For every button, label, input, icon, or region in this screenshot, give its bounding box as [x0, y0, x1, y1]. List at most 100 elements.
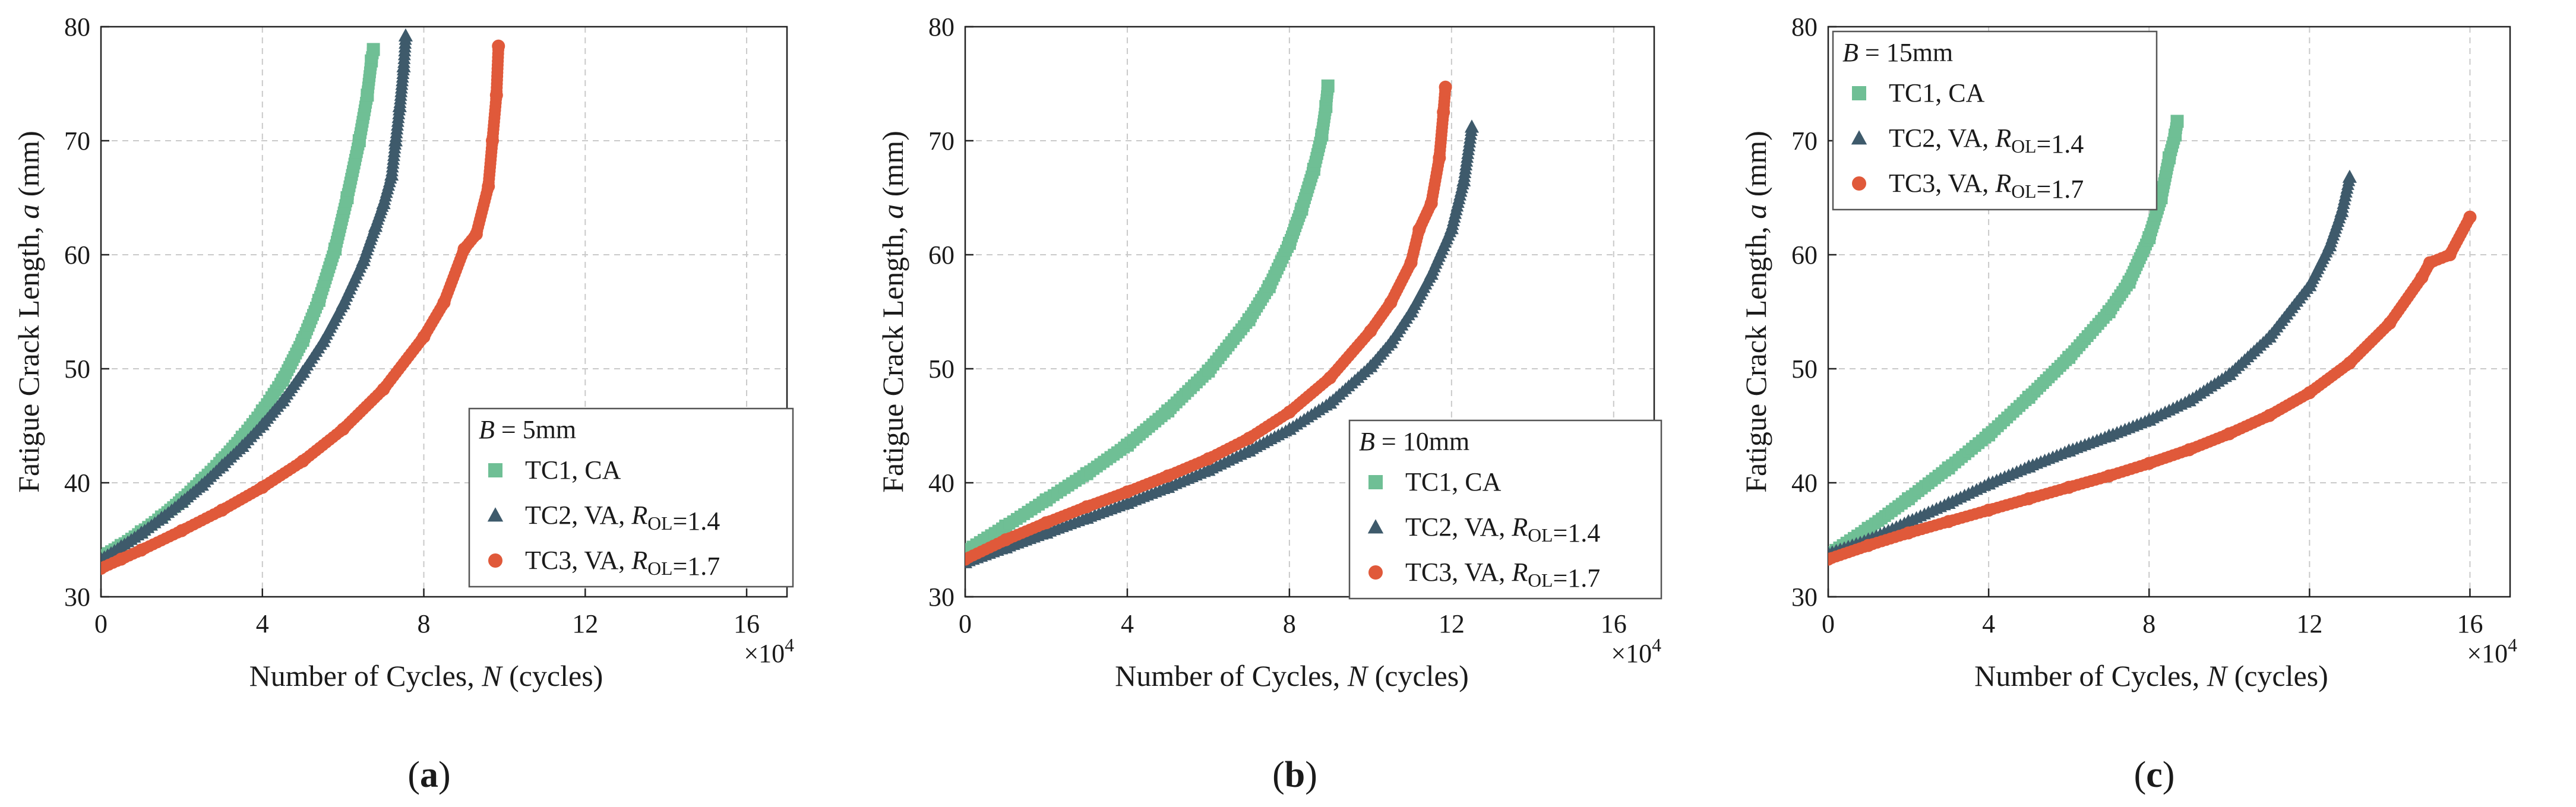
panel-label: (c) [2134, 755, 2175, 795]
x-tick-label: 16 [2457, 609, 2483, 638]
y-tick-label: 80 [64, 12, 90, 42]
series-1 [965, 79, 1335, 558]
legend-marker-2 [487, 507, 504, 522]
y-tick-label: 70 [928, 126, 954, 156]
legend-marker-2 [1367, 519, 1384, 534]
data-point-fill [1322, 80, 1334, 92]
y-tick-label: 40 [928, 469, 954, 498]
data-point-fill [1465, 120, 1478, 132]
x-tick-label: 8 [2142, 609, 2155, 638]
y-tick-label: 70 [1791, 126, 1818, 156]
data-point-fill [367, 43, 380, 56]
legend-frame [1832, 30, 2158, 211]
data-layer [1828, 115, 2477, 566]
y-tick-label: 40 [64, 469, 90, 498]
legend: B = 10mm TC1, CA TC2, VA, ROL=1.4 TC3, VA, … [1348, 419, 1662, 600]
plot-frame [1827, 26, 2511, 598]
legend-title: B = 5mm [479, 415, 576, 444]
y-tick-label: 60 [1791, 240, 1818, 270]
x-axis-title: Number of Cycles, N (cycles) [1974, 659, 2328, 692]
x-tick-label: 0 [959, 609, 972, 638]
legend-entry-3: TC3, VA, ROL=1.7 [1405, 558, 1600, 593]
legend: B = 15mm TC1, CA TC2, VA, ROL=1.4 TC3, VA, … [1832, 30, 2158, 211]
y-tick-label: 50 [1791, 355, 1818, 384]
legend: B = 5mm TC1, CA TC2, VA, ROL=1.4 TC3, VA, R… [468, 407, 794, 588]
x-axis-title: Number of Cycles, N (cycles) [249, 659, 603, 692]
legend-frame [468, 407, 794, 588]
y-tick-label: 60 [928, 240, 954, 270]
legend-title: B = 10mm [1359, 427, 1469, 456]
data-layer [101, 28, 505, 575]
legend-marker-3 [1368, 565, 1383, 580]
series-3 [101, 39, 505, 575]
legend-entry-3: TC3, VA, ROL=1.7 [1889, 169, 2084, 204]
y-tick-label: 80 [1791, 12, 1818, 42]
plot-frame [964, 26, 1655, 598]
panel-label: (a) [407, 755, 450, 795]
y-tick-label: 50 [928, 355, 954, 384]
x-tick-label: 8 [1283, 609, 1296, 638]
y-tick-label: 60 [64, 240, 90, 270]
series-2 [965, 119, 1480, 568]
legend-entry-1: TC1, CA [1889, 78, 1985, 107]
x-tick-label: 4 [256, 609, 269, 638]
data-layer [965, 79, 1480, 568]
legend-marker-1 [488, 463, 502, 477]
data-point-fill [2171, 115, 2183, 128]
plot-frame [100, 26, 788, 598]
x-tick-label: 16 [1601, 609, 1627, 638]
chart-panel-1: 0 4 8 12 16 30 40 50 60 70 80 ×104 Number of Cycles,… [12, 12, 794, 795]
x-tick-label: 12 [1439, 609, 1465, 638]
series-1 [1828, 115, 2184, 561]
y-axis-title: Fatigue Crack Length, a (mm) [876, 131, 909, 493]
legend-title: B = 15mm [1842, 38, 1953, 67]
x-tick-label: 4 [1121, 609, 1134, 638]
legend-entry-2: TC2, VA, ROL=1.4 [1405, 512, 1600, 548]
data-point-fill [1439, 81, 1452, 93]
x-tick-label: 12 [2296, 609, 2322, 638]
legend-marker-2 [1851, 130, 1867, 145]
legend-entry-1: TC1, CA [525, 455, 621, 485]
x-tick-label: 4 [1982, 609, 1995, 638]
y-tick-label: 30 [928, 583, 954, 612]
x-axis-title: Number of Cycles, N (cycles) [1115, 659, 1469, 692]
legend-marker-3 [488, 553, 502, 568]
series-2 [101, 28, 413, 565]
series-1 [101, 43, 380, 564]
legend-marker-3 [1852, 176, 1866, 191]
y-tick-label: 50 [64, 355, 90, 384]
y-tick-label: 30 [64, 583, 90, 612]
legend-entry-3: TC3, VA, ROL=1.7 [525, 546, 720, 581]
y-tick-label: 40 [1791, 469, 1818, 498]
chart-panel-2: 0 4 8 12 16 30 40 50 60 70 80 ×104 Number of Cycles,… [876, 12, 1662, 795]
data-point-fill [2464, 211, 2476, 223]
legend-marker-1 [1368, 475, 1383, 489]
legend-entry-2: TC2, VA, ROL=1.4 [525, 501, 720, 536]
x-tick-label: 0 [1822, 609, 1835, 638]
y-tick-label: 70 [64, 126, 90, 156]
legend-entry-1: TC1, CA [1405, 467, 1502, 496]
x-tick-label: 8 [418, 609, 431, 638]
x-multiplier-label: ×104 [744, 635, 794, 668]
y-tick-label: 80 [928, 12, 954, 42]
x-multiplier-label: ×104 [1611, 635, 1661, 668]
x-tick-label: 16 [734, 609, 760, 638]
series-2 [1828, 169, 2357, 559]
data-point-fill [2343, 170, 2356, 183]
legend-frame [1348, 419, 1662, 600]
legend-marker-1 [1852, 86, 1866, 100]
series-3 [1828, 210, 2477, 566]
chart-panel-3: 0 4 8 12 16 30 40 50 60 70 80 ×104 Number of Cycles,… [1739, 12, 2517, 795]
y-axis-title: Fatigue Crack Length, a (mm) [1739, 131, 1772, 493]
panel-label: (b) [1272, 755, 1317, 795]
series-3 [965, 80, 1452, 566]
y-tick-label: 30 [1791, 583, 1818, 612]
data-point-fill [492, 40, 505, 52]
data-point-fill [399, 29, 412, 41]
x-tick-label: 12 [572, 609, 598, 638]
legend-entry-2: TC2, VA, ROL=1.4 [1889, 124, 2084, 159]
x-multiplier-label: ×104 [2467, 635, 2517, 668]
x-tick-label: 0 [94, 609, 108, 638]
y-axis-title: Fatigue Crack Length, a (mm) [12, 131, 45, 493]
